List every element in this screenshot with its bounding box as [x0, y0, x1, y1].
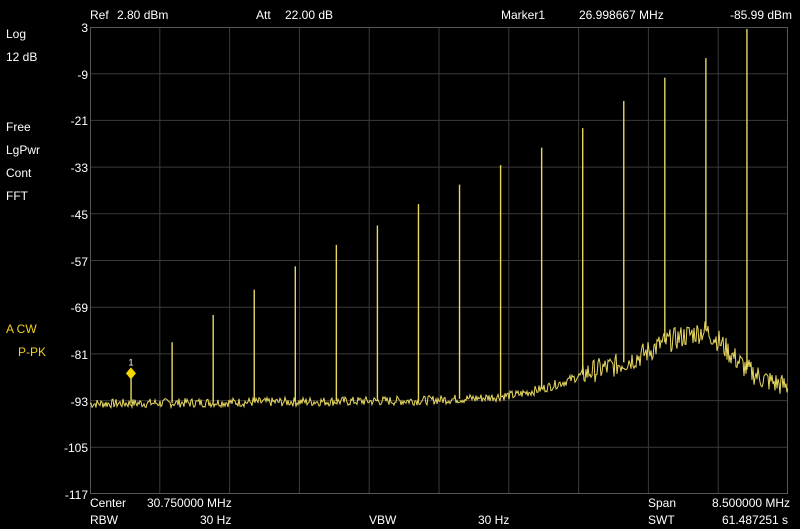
- y-tick-label: -33: [70, 161, 88, 176]
- scale-mode[interactable]: Log: [6, 27, 27, 41]
- marker-diamond-icon[interactable]: [125, 367, 136, 380]
- att-value[interactable]: 22.00 dB: [285, 8, 334, 22]
- trace-detector[interactable]: P-PK: [18, 345, 47, 359]
- y-tick-label: -21: [70, 114, 88, 129]
- ref-label: Ref: [90, 8, 109, 22]
- marker-frequency[interactable]: 26.998667 MHz: [579, 8, 664, 22]
- center-label: Center: [90, 496, 127, 510]
- marker-level: -85.99 dBm: [730, 8, 793, 22]
- scale-division[interactable]: 12 dB: [6, 50, 38, 64]
- center-value[interactable]: 30.750000 MHz: [147, 496, 232, 510]
- trigger-mode[interactable]: Free: [6, 120, 31, 134]
- swt-label: SWT: [648, 513, 675, 527]
- noise-trace: [90, 321, 788, 410]
- marker-id-label: 1: [128, 357, 133, 367]
- swt-value[interactable]: 61.487251 s: [722, 513, 789, 527]
- y-tick-label: -117: [64, 488, 88, 502]
- y-tick-label: 3: [81, 21, 88, 35]
- spectrum-svg: 1: [90, 27, 788, 494]
- marker-1: 1: [125, 357, 136, 380]
- plot-border: [90, 27, 788, 494]
- signal-peaks: [130, 28, 748, 404]
- span-label: Span: [648, 496, 677, 510]
- spectrum-plot[interactable]: 1: [90, 27, 788, 494]
- att-label: Att: [256, 8, 271, 22]
- y-tick-label: -9: [77, 67, 88, 82]
- y-tick-label: -45: [70, 207, 88, 222]
- marker-label: Marker1: [501, 8, 546, 22]
- vbw-label: VBW: [369, 513, 397, 527]
- y-tick-label: -81: [70, 347, 88, 362]
- vbw-value[interactable]: 30 Hz: [478, 513, 510, 527]
- y-tick-label: -93: [70, 394, 88, 409]
- y-tick-label: -69: [70, 301, 88, 316]
- grid-lines: [90, 27, 788, 494]
- rbw-label: RBW: [90, 513, 118, 527]
- rbw-value[interactable]: 30 Hz: [200, 513, 232, 527]
- trace-mode[interactable]: A CW: [6, 322, 37, 336]
- ref-value[interactable]: 2.80 dBm: [117, 8, 169, 22]
- y-tick-label: -57: [70, 254, 88, 269]
- span-value[interactable]: 8.500000 MHz: [712, 496, 791, 510]
- sweep-type[interactable]: FFT: [6, 189, 28, 203]
- y-tick-label: -105: [63, 441, 88, 456]
- average-type[interactable]: LgPwr: [6, 143, 41, 157]
- sweep-mode[interactable]: Cont: [6, 166, 32, 180]
